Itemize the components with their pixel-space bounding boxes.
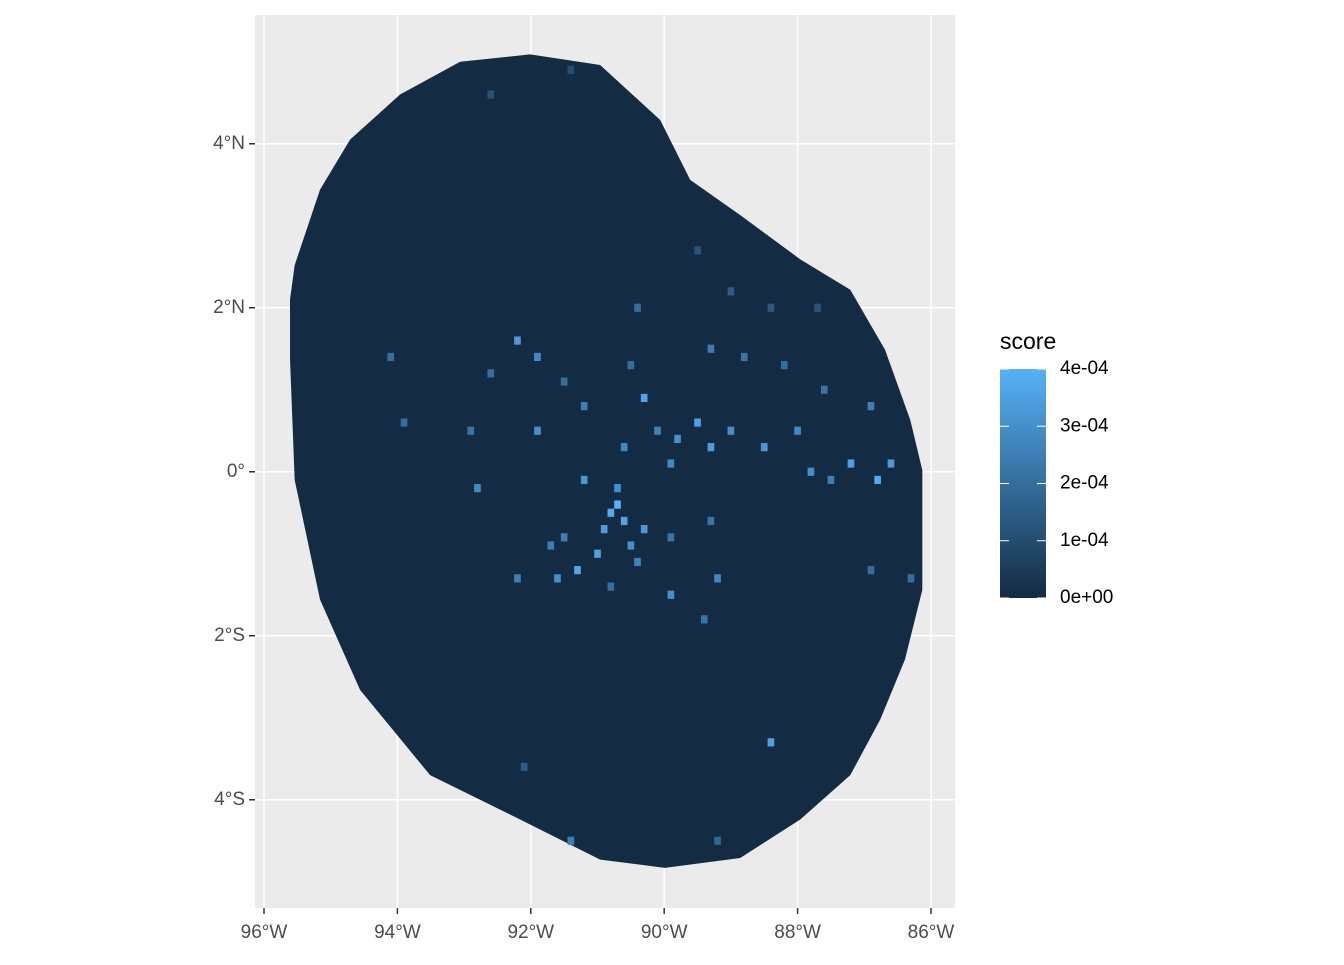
x-tick-label: 90°W [641, 922, 688, 943]
cell [614, 484, 621, 493]
cell [707, 344, 715, 353]
cell [667, 533, 675, 542]
cell [674, 434, 681, 444]
x-tick-label: 92°W [507, 922, 554, 943]
x-tick-label: 86°W [908, 922, 955, 943]
cell [667, 459, 675, 468]
cell [560, 377, 568, 386]
colorbar-label: 0e+00 [1060, 587, 1113, 608]
cell [594, 549, 601, 558]
cell [560, 533, 568, 542]
cell [634, 303, 641, 312]
cell [874, 475, 881, 485]
cell [707, 443, 715, 452]
cell [827, 475, 835, 485]
cell [627, 361, 635, 370]
colorbar-label: 4e-04 [1060, 358, 1109, 379]
cell [760, 443, 768, 452]
y-tick-label: 0° [227, 461, 245, 482]
cell [807, 467, 815, 476]
cell [767, 738, 775, 747]
cell [620, 443, 628, 452]
cell [907, 574, 915, 583]
cell [867, 566, 875, 575]
cell [767, 303, 775, 312]
colorbar-label: 1e-04 [1060, 530, 1109, 551]
cell [534, 352, 541, 362]
cell [580, 475, 588, 485]
x-tick-label: 96°W [241, 922, 288, 943]
cell [467, 426, 475, 435]
cell [634, 557, 641, 567]
cell [580, 402, 588, 411]
cell [667, 590, 675, 599]
y-tick-label: 4°S [214, 789, 245, 810]
cell [654, 426, 661, 435]
cell [640, 525, 648, 534]
cell [514, 574, 521, 583]
y-tick-label: 2°S [214, 625, 245, 646]
cell [567, 65, 575, 75]
cell [607, 582, 615, 591]
cell [694, 246, 701, 255]
cell [614, 500, 621, 509]
cell [820, 385, 828, 394]
cell [847, 459, 855, 468]
cell [400, 418, 408, 427]
cell [780, 361, 788, 370]
cell [474, 484, 481, 493]
cell [740, 352, 748, 362]
cell [574, 566, 581, 575]
cell [727, 426, 735, 435]
cell [714, 574, 721, 583]
cell [554, 574, 561, 583]
y-tick-label: 2°N [213, 297, 245, 318]
x-tick-label: 88°W [774, 922, 821, 943]
x-tick-label: 94°W [374, 922, 421, 943]
cell [514, 336, 521, 345]
cell [640, 393, 648, 403]
cell [714, 836, 721, 845]
cell [600, 525, 608, 534]
cell [694, 418, 701, 427]
cell [707, 516, 715, 526]
colorbar-label: 2e-04 [1060, 473, 1109, 494]
cell [487, 369, 495, 378]
cell [547, 541, 555, 550]
cell [567, 836, 575, 845]
cell [727, 287, 735, 296]
cell [607, 508, 615, 517]
cell [534, 426, 541, 435]
y-tick-label: 4°N [213, 133, 245, 154]
cell [387, 352, 395, 362]
cell [814, 303, 821, 312]
cell [887, 459, 895, 468]
legend-title: score [1000, 328, 1056, 354]
cell [620, 516, 628, 526]
cell [700, 615, 708, 624]
cell [867, 402, 875, 411]
cell [627, 541, 635, 550]
colorbar-label: 3e-04 [1060, 415, 1109, 436]
region [290, 54, 923, 868]
cell [794, 426, 801, 435]
cell [520, 762, 528, 772]
cell [487, 90, 495, 99]
